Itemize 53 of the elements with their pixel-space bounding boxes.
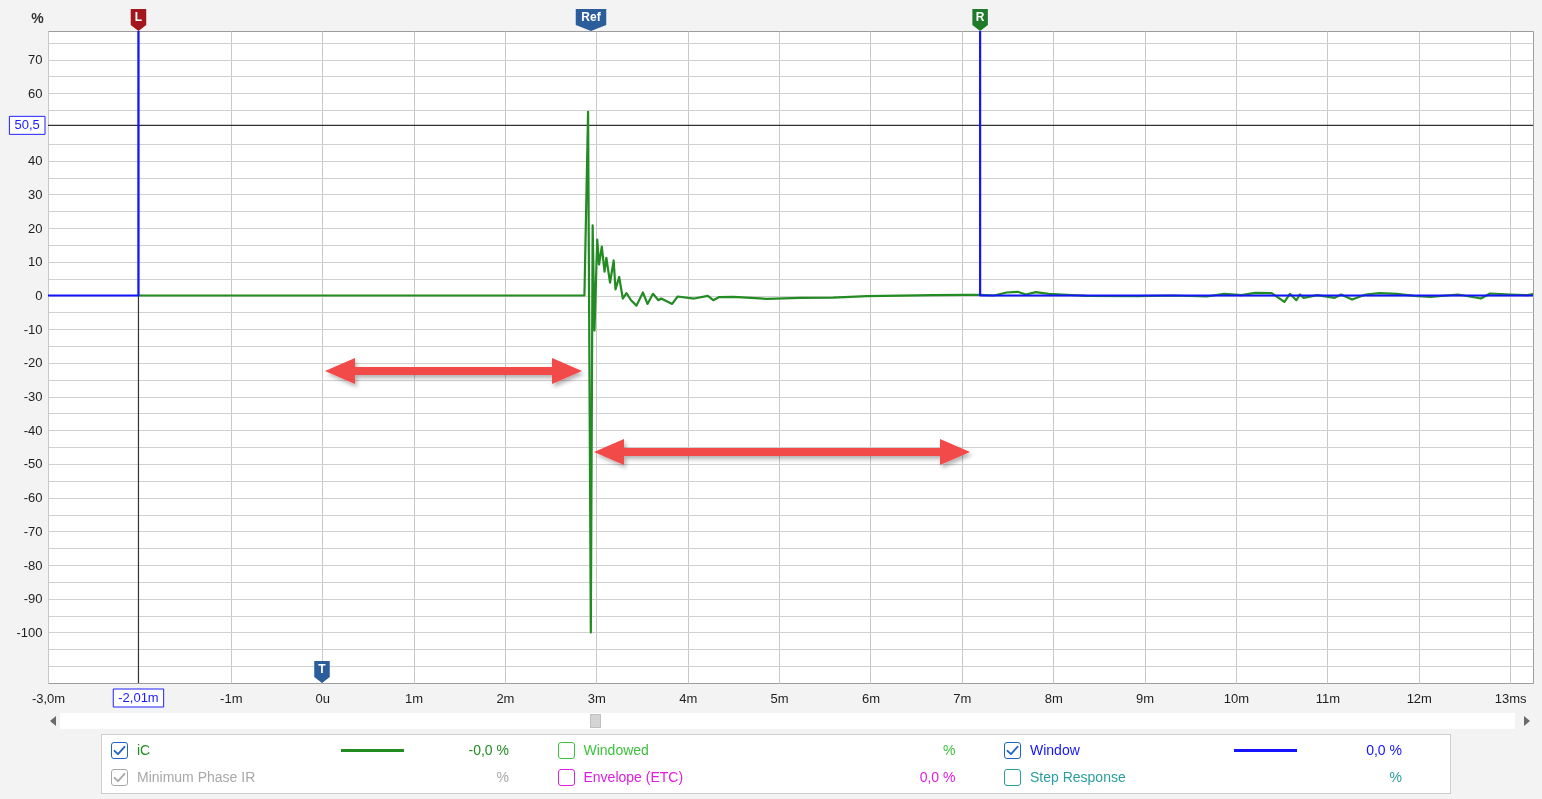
x-tick-label: 11m (1315, 690, 1341, 706)
x-tick-label: -1m (220, 690, 243, 706)
y-tick-label: 60 (28, 85, 43, 101)
x-tick-label: 13ms (1494, 690, 1528, 706)
x-tick-label: 3m (587, 690, 606, 706)
y-tick-label: -30 (23, 389, 43, 405)
text: % (496, 768, 509, 786)
y-tick-label: -50 (23, 456, 43, 472)
legend-label: Minimum Phase IR (137, 768, 256, 786)
x-tick-label: 5m (770, 690, 789, 706)
y-tick-label: -20 (23, 355, 43, 371)
x-tick-label: 6m (861, 690, 880, 706)
text: 0,0 % (919, 768, 956, 786)
annotation: T (318, 662, 327, 676)
y-tick-label: 10 (28, 254, 43, 270)
legend-label: Windowed (583, 741, 649, 759)
x-tick-label: 10m (1223, 690, 1250, 706)
text: iC (137, 741, 151, 759)
y-tick-label: -10 (23, 321, 43, 337)
y-tick-label: 70 (28, 52, 43, 68)
x-tick-label: 4m (679, 690, 698, 706)
text: Ref (581, 10, 602, 24)
y-axis-title: % (31, 9, 45, 26)
text: % (943, 741, 956, 759)
text: % (1389, 768, 1402, 786)
text: -0,0 % (468, 741, 509, 759)
x-tick-label: 9m (1136, 690, 1155, 706)
text: Window (1030, 741, 1080, 759)
annotation: R (975, 10, 985, 24)
x-tick-label: 8m (1044, 690, 1063, 706)
x-tick-label: 2m (496, 690, 515, 706)
x-tick-label: 1m (405, 690, 424, 706)
ref-line-label: 50,5 (14, 117, 40, 133)
y-tick-label: -70 (23, 523, 43, 539)
y-tick-label: 0 (35, 288, 43, 304)
x-tick-label: 0u (315, 690, 330, 706)
x-tick-label: 12m (1406, 690, 1432, 706)
x-tick-label: 7m (953, 690, 972, 706)
y-tick-label: 30 (28, 186, 43, 202)
y-tick-label: -80 (23, 557, 43, 573)
y-tick-label: 40 (28, 153, 43, 169)
x-tick-label: -3,0m (31, 690, 66, 706)
ref-line-label: -2,01m (118, 690, 159, 705)
y-tick-label: -100 (16, 624, 43, 640)
line-series (137, 110, 1533, 634)
y-tick-label: -60 (23, 490, 43, 506)
y-tick-label: 20 (28, 220, 43, 236)
y-tick-label: -40 (23, 422, 43, 438)
text: 0,0 % (1366, 741, 1402, 759)
y-tick-label: -90 (23, 591, 43, 607)
annotation: L (134, 10, 143, 24)
legend-label: Envelope (ETC) (583, 768, 684, 786)
legend-label: Step Response (1030, 768, 1126, 786)
